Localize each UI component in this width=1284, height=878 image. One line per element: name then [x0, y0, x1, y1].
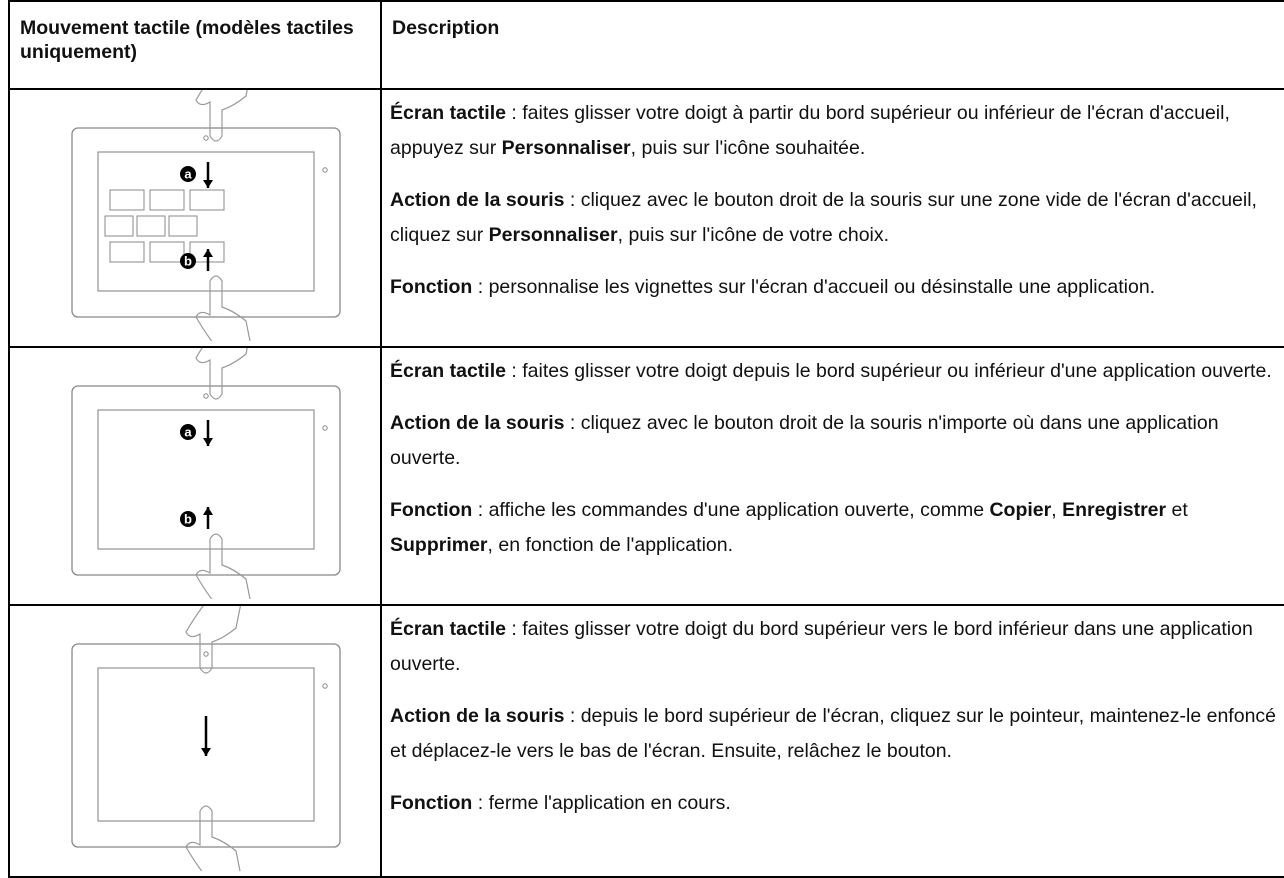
camera: [203, 393, 209, 399]
text: ,: [1051, 499, 1063, 521]
finger: [195, 65, 253, 142]
text: et: [1166, 499, 1188, 521]
text: : faites glisser votre doigt à partir du…: [390, 102, 1230, 159]
gesture-table: Mouvement tactile (modèles tactiles uniq…: [8, 0, 1284, 878]
button: [322, 683, 328, 689]
illustration: [71, 597, 341, 878]
text: : faites glisser votre doigt du bord sup…: [390, 618, 1253, 675]
paragraph: Écran tactile : faites glisser votre doi…: [390, 96, 1284, 166]
paragraph: Fonction : affiche les commandes d'une a…: [390, 493, 1284, 563]
tablet-screen: [97, 409, 315, 550]
bold-text: Personnaliser: [501, 137, 631, 159]
marker-badge: [180, 253, 196, 269]
marker-badge: [180, 511, 196, 527]
finger: [195, 323, 253, 400]
tile: [109, 189, 145, 211]
arrow-head: [201, 748, 211, 756]
bold-text: Action de la souris: [390, 705, 565, 727]
bold-text: Personnaliser: [488, 224, 618, 246]
paragraph: Fonction : ferme l'application en cours.: [390, 786, 1284, 821]
marker-label: a: [184, 166, 192, 181]
tile: [136, 215, 166, 237]
arrow-head: [203, 249, 213, 257]
button: [322, 167, 328, 173]
text: , puis sur l'icône souhaitée.: [630, 137, 866, 159]
illustration: ab: [71, 323, 341, 610]
bold-text: Fonction: [390, 276, 473, 298]
tablet-screen: [97, 151, 315, 292]
text: : faites glisser votre doigt depuis le b…: [505, 360, 1272, 382]
description-cell: Écran tactile : faites glisser votre doi…: [380, 604, 1284, 878]
camera: [203, 651, 209, 657]
marker-badge: [180, 424, 196, 440]
finger: [185, 597, 243, 674]
table-row: a b Écran tactile : faites glisser votre d…: [8, 323, 1284, 610]
illustration: ab: [71, 65, 341, 352]
bold-text: Copier: [989, 499, 1052, 521]
header-row: Mouvement tactile (modèles tactiles uniq…: [8, 0, 1284, 90]
paragraph: Écran tactile : faites glisser votre doi…: [390, 354, 1284, 389]
button: [322, 425, 328, 431]
bold-text: Écran tactile: [390, 360, 506, 382]
tile: [109, 241, 145, 263]
finger: [195, 533, 253, 610]
tablet-screen: [97, 667, 315, 822]
tile: [189, 189, 225, 211]
tile: [168, 215, 198, 237]
description-cell: Écran tactile : faites glisser votre doi…: [380, 346, 1284, 606]
header-cell: Mouvement tactile (modèles tactiles uniq…: [8, 0, 382, 90]
text: : affiche les commandes d'une applicatio…: [472, 499, 990, 521]
camera: [203, 135, 209, 141]
illustration-cell: [8, 597, 382, 878]
bold-text: Fonction: [390, 499, 473, 521]
finger: [185, 805, 243, 878]
marker-label: a: [184, 424, 192, 439]
bold-text: Écran tactile: [390, 618, 506, 640]
text: , en fonction de l'application.: [487, 534, 734, 556]
paragraph: Fonction : personnalise les vignettes su…: [390, 270, 1284, 305]
marker-label: b: [184, 253, 192, 268]
bold-text: Fonction: [390, 792, 473, 814]
table-row: Écran tactile : faites glisser votre doi…: [8, 597, 1284, 878]
paragraph: Action de la souris : depuis le bord sup…: [390, 699, 1284, 769]
tablet-frame: [71, 643, 341, 848]
bold-text: Enregistrer: [1062, 499, 1167, 521]
marker-badge: [180, 166, 196, 182]
tablet-frame: [71, 127, 341, 318]
arrow-head: [203, 438, 213, 446]
bold-text: Action de la souris: [390, 189, 565, 211]
arrow-head: [203, 507, 213, 515]
bold-text: Supprimer: [390, 534, 488, 556]
tile: [149, 189, 185, 211]
text: : personnalise les vignettes sur l'écran…: [472, 276, 1156, 298]
bold-text: Action de la souris: [390, 412, 565, 434]
tile: [149, 241, 185, 263]
paragraph: Écran tactile : faites glisser votre doi…: [390, 612, 1284, 682]
finger: [195, 275, 253, 352]
arrow-head: [203, 180, 213, 188]
paragraph: Action de la souris : cliquez avec le bo…: [390, 183, 1284, 253]
header-cell: Description: [380, 0, 1284, 90]
text: , puis sur l'icône de votre choix.: [617, 224, 890, 246]
tile: [104, 215, 134, 237]
text: : depuis le bord supérieur de l'écran, c…: [390, 705, 1277, 762]
description-cell: Écran tactile : faites glisser votre doi…: [380, 88, 1284, 348]
bold-text: Écran tactile: [390, 102, 506, 124]
table-row: a b Écran tactile : faites glisser votre d…: [8, 65, 1284, 352]
tablet-frame: [71, 385, 341, 576]
text: : cliquez avec le bouton droit de la sou…: [390, 412, 1219, 469]
marker-label: b: [184, 511, 192, 526]
text: : ferme l'application en cours.: [472, 792, 731, 814]
text: : cliquez avec le bouton droit de la sou…: [390, 189, 1257, 246]
paragraph: Action de la souris : cliquez avec le bo…: [390, 406, 1284, 476]
